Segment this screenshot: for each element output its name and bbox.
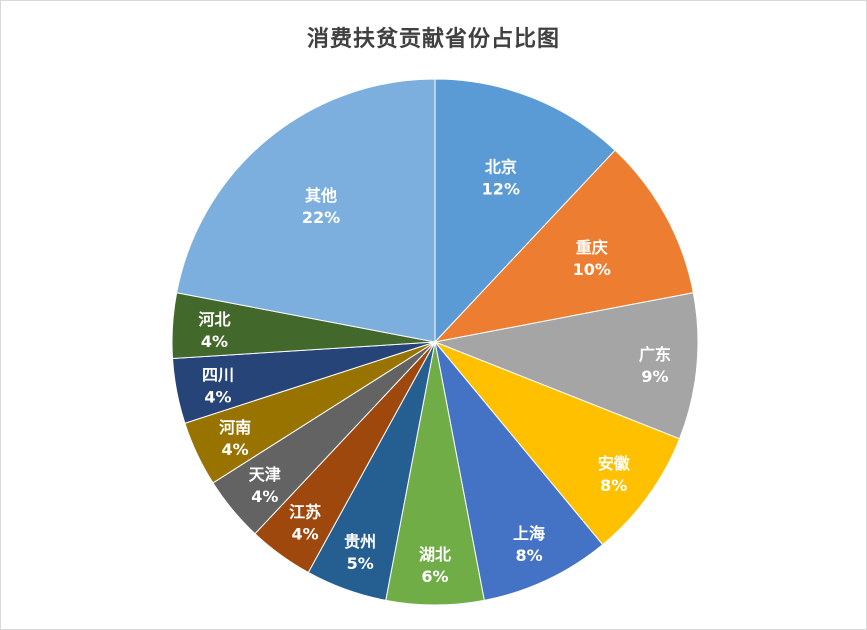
- slice-category-label: 江苏: [289, 503, 321, 522]
- pie-slice: [433, 292, 699, 440]
- slice-category-label: 上海: [513, 524, 545, 543]
- pie-slice: [176, 78, 436, 343]
- slice-category-label: 四川: [202, 365, 234, 384]
- slice-category-label: 贵州: [344, 532, 376, 551]
- slice-category-label: 其他: [305, 186, 337, 205]
- slice-value-label: 9%: [641, 367, 668, 386]
- slice-category-label: 湖北: [419, 545, 451, 564]
- slice-value-label: 4%: [204, 387, 231, 406]
- slice-value-label: 6%: [421, 567, 448, 586]
- slice-category-label: 广东: [639, 345, 671, 364]
- chart-title: 消费扶贫贡献省份占比图: [306, 27, 560, 52]
- slice-value-label: 5%: [347, 554, 374, 573]
- slice-value-label: 10%: [573, 260, 611, 279]
- slice-value-label: 4%: [201, 332, 228, 351]
- slice-value-label: 8%: [515, 546, 542, 565]
- slice-value-label: 4%: [251, 487, 278, 506]
- pie-slice: [434, 341, 604, 601]
- pie-slice: [433, 149, 694, 343]
- slice-value-label: 22%: [302, 208, 340, 227]
- slice-category-label: 安徽: [598, 454, 631, 473]
- slice-value-label: 8%: [600, 476, 627, 495]
- slice-category-label: 河北: [199, 310, 231, 329]
- slice-value-label: 4%: [222, 440, 249, 459]
- pie-slice: [434, 341, 681, 546]
- pie-slice: [434, 78, 616, 344]
- slice-category-label: 重庆: [576, 238, 608, 257]
- slice-category-label: 天津: [249, 465, 281, 484]
- slice-value-label: 4%: [292, 525, 319, 544]
- slice-category-label: 河南: [219, 418, 251, 437]
- slice-value-label: 12%: [482, 180, 520, 199]
- slice-category-label: 北京: [485, 158, 517, 177]
